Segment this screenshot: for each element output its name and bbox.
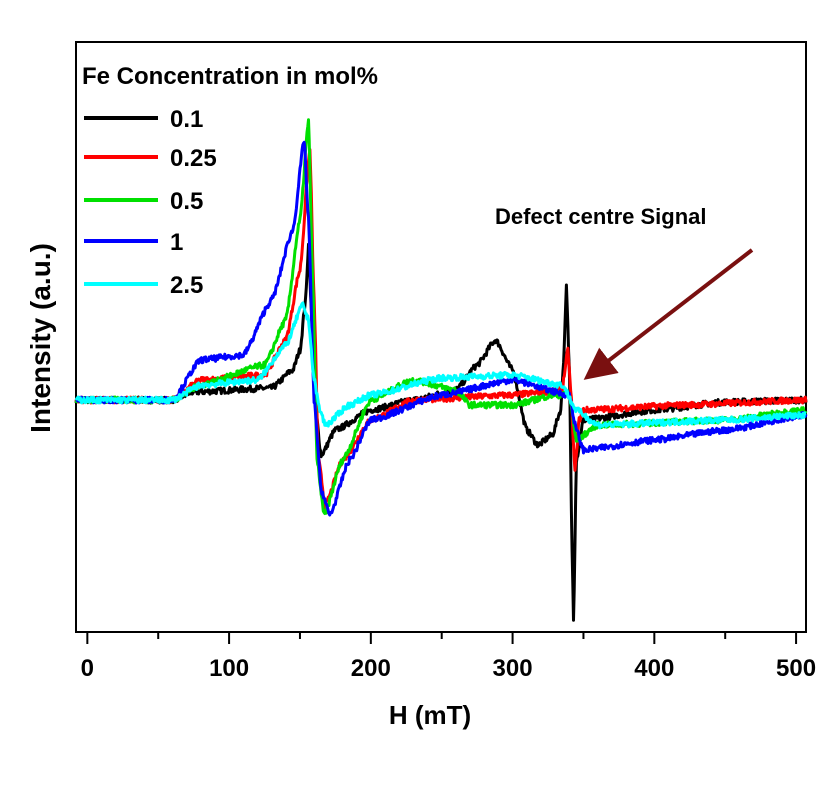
- legend-label: 2.5: [170, 272, 203, 299]
- x-axis-label: H (mT): [389, 700, 471, 730]
- x-tick-label: 0: [81, 655, 94, 682]
- annotation-text: Defect centre Signal: [495, 204, 707, 229]
- legend: 0.1 0.25 0.5 1 2.5: [84, 106, 217, 299]
- legend-label: 0.1: [170, 106, 203, 133]
- legend-title: Fe Concentration in mol%: [82, 63, 378, 90]
- series-line-2.5: [74, 301, 807, 430]
- legend-label: 0.5: [170, 188, 203, 215]
- annotation-arrow: [583, 248, 754, 380]
- series-line-1: [75, 140, 808, 517]
- x-tick-label: 100: [209, 655, 249, 682]
- x-tick-label: 400: [634, 655, 674, 682]
- legend-label: 1: [170, 229, 183, 256]
- x-axis: 0 100 200 300 400 500: [81, 632, 816, 682]
- series-layer: [74, 118, 808, 622]
- series-line-0.5: [74, 118, 808, 515]
- y-axis-label: Intensity (a.u.): [25, 243, 56, 433]
- x-tick-label: 300: [493, 655, 533, 682]
- legend-label: 0.25: [170, 145, 217, 172]
- x-tick-label: 500: [776, 655, 816, 682]
- x-tick-label: 200: [351, 655, 391, 682]
